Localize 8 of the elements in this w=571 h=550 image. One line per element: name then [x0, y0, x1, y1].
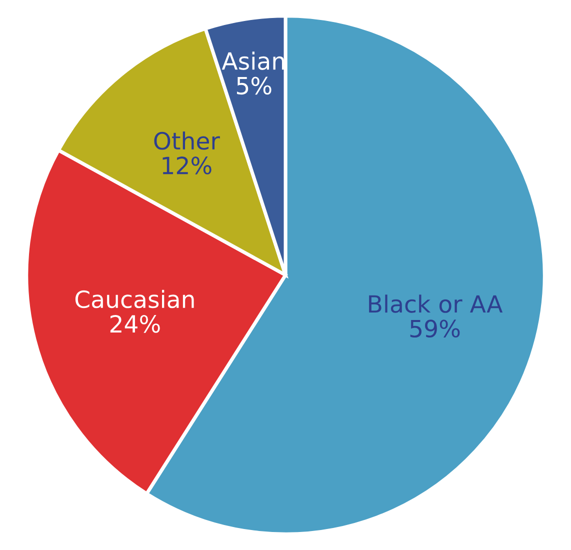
- data-label: 24%: [110, 314, 160, 333]
- data-label: 59%: [410, 320, 460, 338]
- slice-label: Asian: [222, 52, 284, 70]
- data-label: 12%: [162, 156, 212, 174]
- slice-label: Caucasian: [75, 290, 194, 308]
- slice-label: Other: [154, 131, 220, 150]
- data-label: 5%: [236, 76, 272, 95]
- slice-label: Black or AA: [369, 294, 503, 313]
